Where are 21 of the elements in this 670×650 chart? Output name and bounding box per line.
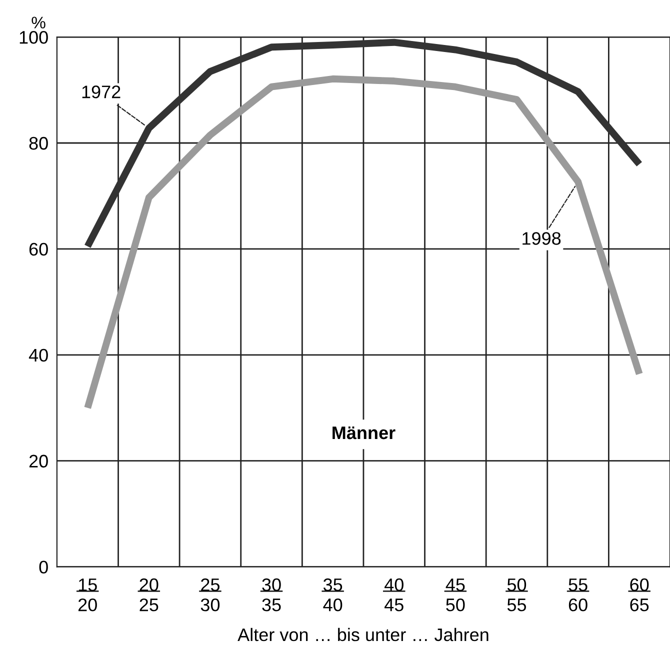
y-tick-label: 80 [29,136,48,150]
x-tick-label: 50 55 [507,578,526,612]
y-tick-label: 40 [28,348,48,362]
annotation: Männer [332,426,396,440]
x-tick-label: 25 30 [200,578,220,612]
x-tick-label: 40 45 [384,578,404,612]
x-tick-label: 15 20 [78,578,97,612]
y-tick-label: 20 [29,454,48,468]
y-tick-label: 100 [20,30,48,44]
y-axis-title: % [32,16,46,28]
x-tick-label: 20 25 [140,578,158,612]
y-tick-label: 0 [39,560,48,574]
series-label: 1998 [522,232,561,245]
text: 1972 [82,86,120,98]
y-tick-label: 60 [29,242,48,256]
x-tick-label: 55 60 [568,578,588,612]
x-axis-title: Alter von … bis unter … Jahren [238,628,488,642]
x-tick-label: 60 65 [630,578,649,612]
x-tick-label: 45 50 [446,578,465,612]
x-tick-label: 30 35 [262,578,281,612]
x-tick-label: 35 40 [323,578,342,612]
